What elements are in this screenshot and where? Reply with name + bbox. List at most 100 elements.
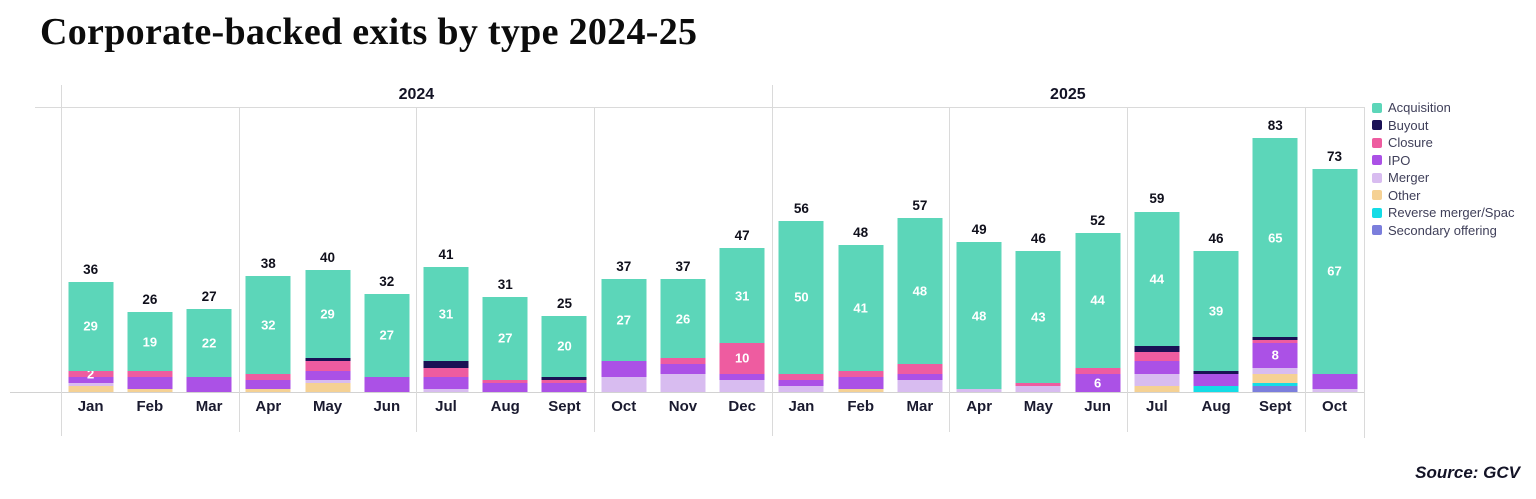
bar-segment-acquisition: 31 — [423, 266, 469, 362]
bar-segment-closure — [482, 379, 528, 383]
bar-segment-merger — [897, 379, 943, 392]
bar-segment-closure: 2 — [68, 367, 114, 380]
x-axis-label-oct-2024: Oct — [611, 398, 637, 415]
legend-item-buyout: Buyout — [1372, 119, 1514, 132]
stacked-bar: 27 — [601, 278, 647, 392]
x-axis-label-may-2024: May — [312, 398, 343, 415]
bar-segment-merger — [1252, 367, 1298, 374]
legend-swatch-icon — [1372, 102, 1382, 113]
bar-segment-acquisition: 43 — [1015, 251, 1061, 383]
bar-segment-acquisition: 48 — [956, 242, 1002, 389]
bar-column-2: 26 19 — [120, 107, 179, 392]
bar-segment-reverse-merger-spac — [1252, 382, 1298, 386]
stacked-bar: 43 — [1015, 251, 1061, 392]
bar-segment-reverse-merger-spac — [1193, 385, 1239, 392]
x-axis-label-apr-2024: Apr — [255, 398, 282, 415]
stacked-bar: 6 44 — [1075, 232, 1121, 392]
legend: Acquisition Buyout Closure IPO Merger Other Re… — [1372, 101, 1514, 241]
segment-value-label: 22 — [201, 335, 217, 351]
bar-segment-acquisition: 44 — [1075, 232, 1121, 368]
bar-segment-merger — [1134, 373, 1180, 386]
segment-value-label: 26 — [675, 311, 691, 327]
x-axis-labels: Jan Feb Mar Apr May Jun Jul Aug Sept Oct Nov Dec Jan… — [61, 398, 1364, 420]
bar-segment-acquisition: 39 — [1193, 251, 1239, 371]
legend-label: Buyout — [1388, 117, 1429, 133]
segment-value-label: 6 — [1093, 375, 1102, 391]
bar-column-11: 37 26 — [653, 107, 712, 392]
bar-segment-merger — [660, 373, 706, 392]
bar-segment-ipo — [305, 370, 351, 380]
bar-total-label: 36 — [83, 261, 99, 277]
grid-separator-line — [239, 107, 240, 432]
bar-segment-ipo — [482, 382, 528, 392]
legend-item-ipo: IPO — [1372, 154, 1514, 167]
bar-total-label: 47 — [734, 228, 750, 244]
bar-segment-closure — [127, 370, 173, 377]
segment-value-label: 2 — [86, 366, 95, 382]
grid-separator-line — [416, 107, 417, 432]
bar-segment-ipo — [127, 376, 173, 389]
bar-segment-closure — [541, 379, 587, 383]
legend-label: Closure — [1388, 135, 1433, 150]
bar-total-label: 31 — [497, 277, 513, 293]
legend-swatch-icon — [1372, 207, 1382, 218]
bar-segment-buyout — [1252, 337, 1298, 341]
bar-total-label: 25 — [556, 295, 572, 311]
bar-total-label: 73 — [1327, 148, 1343, 164]
stacked-bar: 26 — [660, 278, 706, 392]
grid-separator-line — [1305, 107, 1306, 432]
bar-segment-closure — [897, 364, 943, 374]
stacked-bar: 67 — [1312, 168, 1358, 392]
stacked-bar: 2 29 — [68, 281, 114, 392]
bar-segment-other — [68, 385, 114, 392]
bar-total-label: 26 — [142, 292, 158, 308]
bar-column-1: 36 2 29 — [61, 107, 120, 392]
legend-item-other: Other — [1372, 189, 1514, 202]
legend-swatch-icon — [1372, 137, 1382, 148]
year-header-row: 2024 2025 — [61, 85, 1364, 105]
stacked-bar: 32 — [245, 275, 291, 392]
legend-swatch-icon — [1372, 172, 1382, 183]
bar-segment-closure: 10 — [719, 343, 765, 374]
x-axis-label-jul-2024: Jul — [435, 398, 457, 415]
segment-value-label: 48 — [971, 308, 987, 324]
stacked-bar: 48 — [897, 217, 943, 392]
bar-segment-ipo — [1193, 373, 1239, 386]
stacked-bar: 27 — [482, 297, 528, 392]
grid-separator-line — [1127, 107, 1128, 432]
legend-swatch-icon — [1372, 155, 1382, 165]
legend-label: Secondary offering — [1388, 222, 1497, 238]
bar-total-label: 59 — [1149, 191, 1165, 207]
x-axis-label-oct-2025: Oct — [1322, 398, 1348, 415]
bar-column-18: 52 6 44 — [1068, 107, 1127, 392]
x-axis-label-jul-2025: Jul — [1145, 398, 1168, 415]
x-axis-label-aug-2024: Aug — [490, 398, 520, 415]
bar-segment-acquisition: 27 — [601, 278, 647, 362]
segment-value-label: 20 — [557, 338, 572, 354]
bar-segment-buyout — [305, 358, 351, 362]
segment-value-label: 29 — [320, 306, 335, 322]
bar-segment-ipo — [778, 379, 824, 386]
bar-segment-ipo — [541, 382, 587, 392]
x-axis-label-feb-2024: Feb — [136, 398, 164, 415]
bar-segment-acquisition: 20 — [541, 315, 587, 377]
grid-separator-line — [594, 107, 595, 432]
segment-value-label: 27 — [616, 312, 631, 328]
segment-value-label: 31 — [734, 288, 750, 304]
bar-segment-acquisition: 32 — [245, 275, 291, 374]
bar-segment-acquisition: 48 — [897, 217, 943, 365]
top-border-line — [35, 107, 1364, 108]
bar-segment-other — [1134, 385, 1180, 392]
bar-segment-ipo — [364, 376, 410, 392]
legend-label: Other — [1388, 187, 1421, 203]
bar-segment-ipo: 6 — [1075, 373, 1121, 392]
stacked-bar: 22 — [186, 309, 232, 392]
bar-column-10: 37 27 — [594, 107, 653, 392]
bar-column-8: 31 27 — [476, 107, 535, 392]
segment-value-label: 8 — [1271, 347, 1279, 363]
bar-segment-buyout — [1193, 370, 1239, 374]
bar-segment-acquisition: 29 — [305, 269, 351, 359]
bar-segment-acquisition: 27 — [364, 294, 410, 377]
segment-value-label: 67 — [1327, 263, 1342, 279]
bar-segment-closure — [660, 358, 706, 365]
